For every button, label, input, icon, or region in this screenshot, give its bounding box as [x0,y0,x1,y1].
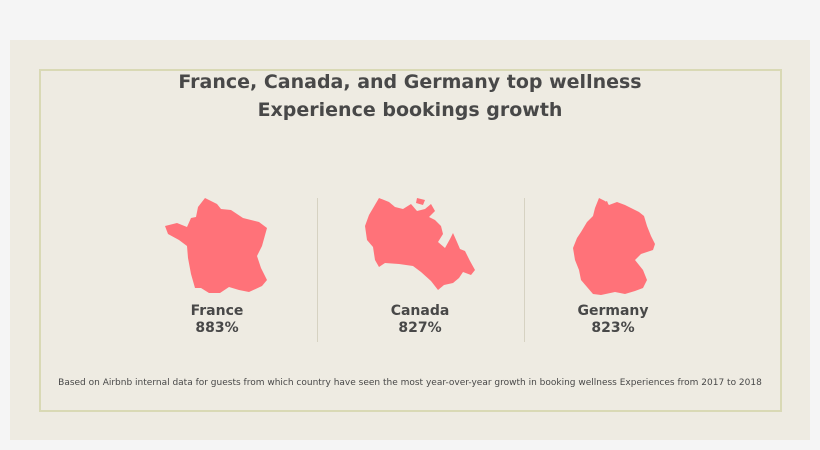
infographic-frame [39,69,782,412]
divider-right [524,198,525,342]
country-name-france: France [190,303,244,319]
france-shape [165,198,267,293]
title-line-1: France, Canada, and Germany top wellness [178,71,642,93]
country-value-germany: 823% [591,320,635,336]
germany-map-icon [573,198,655,295]
title-line-2: Experience bookings growth [257,99,563,121]
country-name-germany: Germany [577,303,649,319]
canada-shape [365,198,475,290]
canada-island [416,198,425,205]
country-value-france: 883% [195,320,239,336]
france-map-icon [165,198,267,293]
footnote: Based on Airbnb internal data for guests… [58,378,762,388]
country-name-canada: Canada [390,303,450,319]
germany-shape [573,198,655,295]
country-value-canada: 827% [398,320,442,336]
canada-map-icon [365,198,475,290]
infographic-title: France, Canada, and Germany top wellness… [0,68,820,124]
divider-left [317,198,318,342]
germany-island [601,201,609,209]
